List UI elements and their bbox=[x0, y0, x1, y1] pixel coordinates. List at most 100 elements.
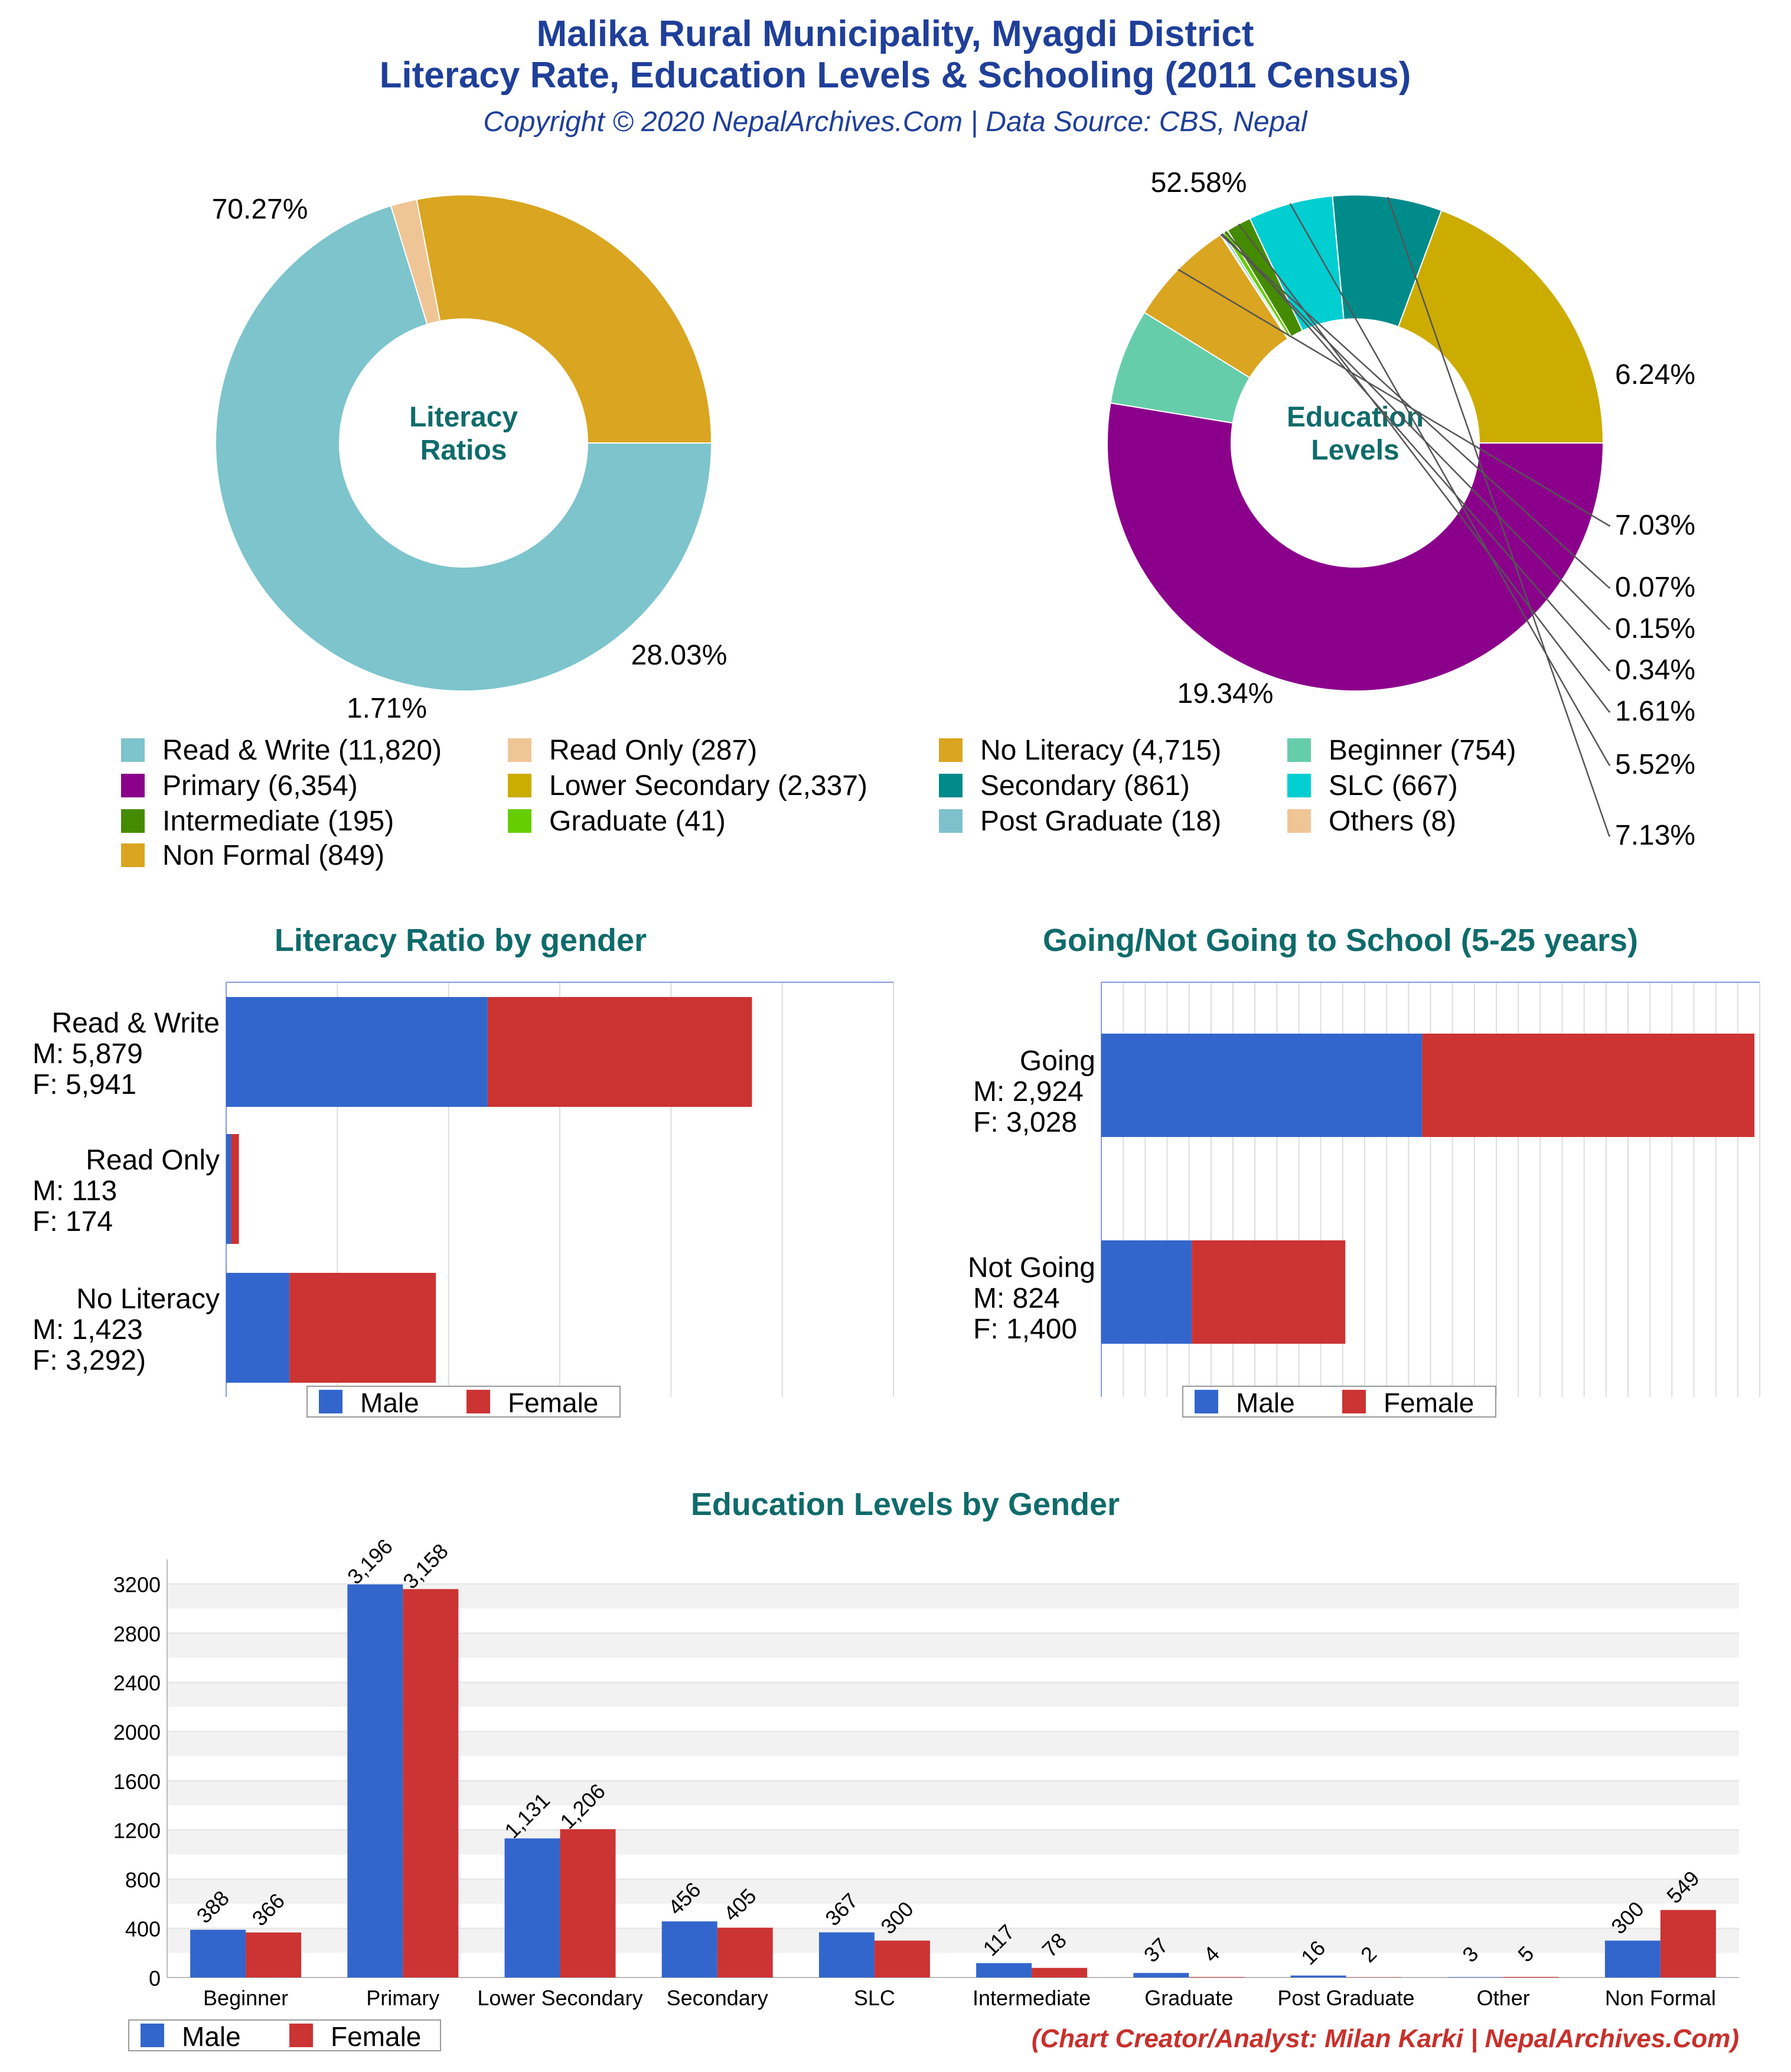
percent-label-read-write: 70.27% bbox=[212, 194, 308, 225]
legend-swatch-male bbox=[141, 2024, 164, 2047]
category-label: Read & Write bbox=[51, 1008, 220, 1039]
female-value-label: F: 1,400 bbox=[973, 1314, 1077, 1345]
male-value-label: M: 2,924 bbox=[973, 1076, 1084, 1107]
y-tick-label: 2400 bbox=[113, 1671, 161, 1695]
y-tick-label: 1600 bbox=[113, 1770, 161, 1794]
y-tick-label: 0 bbox=[149, 1966, 161, 1990]
literacy-ratios-donut: Literacy Ratios 70.27% 1.71% 28.03% bbox=[212, 194, 728, 724]
x-tick-label: Other bbox=[1477, 1986, 1530, 2010]
title-line2: Literacy Rate, Education Levels & School… bbox=[380, 55, 1411, 96]
legend-item-non-formal-849: Non Formal (849) bbox=[121, 840, 384, 871]
legend-swatch bbox=[121, 774, 145, 797]
percent-label-read-only: 1.71% bbox=[347, 693, 427, 724]
school-attendance-chart: Going/Not Going to School (5-25 years) G… bbox=[968, 923, 1760, 1418]
bar-female-lower-secondary bbox=[560, 1829, 616, 1977]
legend-label: Beginner (754) bbox=[1329, 735, 1516, 766]
literacy-by-gender-chart: Literacy Ratio by gender Read & WriteM: … bbox=[32, 923, 894, 1418]
y-tick-label: 800 bbox=[125, 1868, 161, 1892]
credit-line: (Chart Creator/Analyst: Milan Karki | Ne… bbox=[1032, 2024, 1739, 2053]
legend-item-beginner-754: Beginner (754) bbox=[1287, 735, 1516, 766]
bar-male-post-graduate bbox=[1290, 1975, 1346, 1977]
x-tick-label: Non Formal bbox=[1605, 1986, 1716, 2010]
leader-line bbox=[1177, 269, 1610, 527]
legend-item-post-graduate-18: Post Graduate (18) bbox=[939, 806, 1221, 837]
bar-female-read-only bbox=[231, 1134, 239, 1244]
percent-label-post-graduate: 0.15% bbox=[1615, 613, 1695, 644]
bar-male-read-only bbox=[226, 1134, 231, 1244]
x-tick-label: Secondary bbox=[667, 1986, 768, 2010]
percent-label-lower-secondary: 19.34% bbox=[1177, 678, 1274, 709]
donut-legend: Read & Write (11,820) Read Only (287) No L… bbox=[121, 735, 1516, 871]
x-tick-label: Lower Secondary bbox=[477, 1986, 642, 2010]
legend-label: Secondary (861) bbox=[980, 770, 1190, 802]
slice-no-literacy bbox=[416, 194, 713, 444]
legend-swatch-male bbox=[1195, 1390, 1218, 1413]
bar-female-read-write bbox=[487, 997, 752, 1107]
legend-label: Lower Secondary (2,337) bbox=[549, 770, 867, 802]
male-value-label: M: 824 bbox=[973, 1283, 1060, 1314]
female-value-label: F: 174 bbox=[32, 1206, 113, 1237]
legend-label-male: Male bbox=[1236, 1387, 1295, 1418]
bar-female-beginner bbox=[246, 1932, 302, 1977]
legend-swatch bbox=[121, 738, 145, 762]
bar-male-graduate bbox=[1133, 1973, 1189, 1977]
percent-label-primary: 52.58% bbox=[1151, 167, 1247, 198]
leader-line bbox=[1225, 231, 1610, 672]
y-tick-label: 2000 bbox=[113, 1721, 161, 1745]
leader-line bbox=[1289, 203, 1610, 766]
legend-label: Graduate (41) bbox=[549, 806, 726, 837]
y-tick-label: 1200 bbox=[113, 1819, 161, 1843]
slice-read-write bbox=[215, 205, 713, 692]
female-value-label: F: 5,941 bbox=[32, 1069, 136, 1100]
legend-item-read-only-287: Read Only (287) bbox=[508, 735, 757, 766]
x-tick-label: SLC bbox=[854, 1986, 895, 2010]
category-label: Going bbox=[1020, 1045, 1095, 1077]
leader-line bbox=[1387, 197, 1610, 837]
bar-female-going bbox=[1422, 1034, 1755, 1137]
y-tick-label: 2800 bbox=[113, 1622, 161, 1646]
legend-box bbox=[1182, 1386, 1496, 1418]
male-value-label: M: 5,879 bbox=[32, 1038, 143, 1070]
percent-label-intermediate: 1.61% bbox=[1615, 696, 1695, 727]
legend-label-male: Male bbox=[182, 2021, 241, 2052]
y-tick-label: 400 bbox=[125, 1917, 161, 1941]
donut-center-line1: Education bbox=[1287, 402, 1424, 433]
x-tick-label: Beginner bbox=[203, 1986, 288, 2010]
legend-swatch bbox=[939, 809, 963, 833]
legend-item-intermediate-195: Intermediate (195) bbox=[121, 806, 394, 837]
legend-swatch bbox=[1287, 774, 1311, 797]
category-label: Read Only bbox=[86, 1145, 220, 1176]
slice-primary bbox=[1107, 402, 1604, 692]
legend-swatch bbox=[939, 774, 963, 797]
donut-center-line2: Levels bbox=[1311, 435, 1399, 466]
bar-female-non-formal bbox=[1660, 1910, 1716, 1977]
bar-male-beginner bbox=[190, 1930, 246, 1977]
legend-swatch bbox=[508, 738, 531, 762]
legend-item-lower-secondary-2-337: Lower Secondary (2,337) bbox=[508, 770, 867, 802]
chart-title: Going/Not Going to School (5-25 years) bbox=[1043, 923, 1638, 958]
copyright-line: Copyright © 2020 NepalArchives.Com | Dat… bbox=[483, 106, 1307, 138]
bar-female-slc bbox=[874, 1940, 930, 1977]
education-levels-donut: Education Levels 52.58% 6.24% 7.03% 0.07% 0.… bbox=[1107, 167, 1695, 851]
x-tick-label: Intermediate bbox=[973, 1986, 1091, 2010]
bar-female-secondary bbox=[717, 1927, 773, 1977]
legend-swatch bbox=[1287, 809, 1311, 833]
donut-center-line2: Ratios bbox=[420, 435, 507, 466]
chart-legend: Male Female bbox=[1182, 1386, 1496, 1418]
legend-swatch-female bbox=[289, 2024, 313, 2047]
category-label: No Literacy bbox=[76, 1283, 220, 1315]
bar-female-intermediate bbox=[1032, 1967, 1088, 1977]
legend-label: Read Only (287) bbox=[549, 735, 757, 766]
legend-label: No Literacy (4,715) bbox=[980, 735, 1221, 766]
bar-male-read-write bbox=[226, 997, 488, 1107]
legend-label: Non Formal (849) bbox=[162, 840, 384, 871]
bar-male-not-going bbox=[1101, 1240, 1192, 1344]
chart-title: Education Levels by Gender bbox=[691, 1487, 1120, 1522]
legend-swatch bbox=[1287, 738, 1311, 762]
legend-label: Read & Write (11,820) bbox=[162, 735, 442, 766]
legend-swatch-female bbox=[466, 1390, 490, 1413]
bar-male-non-formal bbox=[1604, 1940, 1660, 1977]
percent-label-slc: 5.52% bbox=[1615, 749, 1695, 780]
chart-legend: Male Female bbox=[306, 1386, 621, 1418]
